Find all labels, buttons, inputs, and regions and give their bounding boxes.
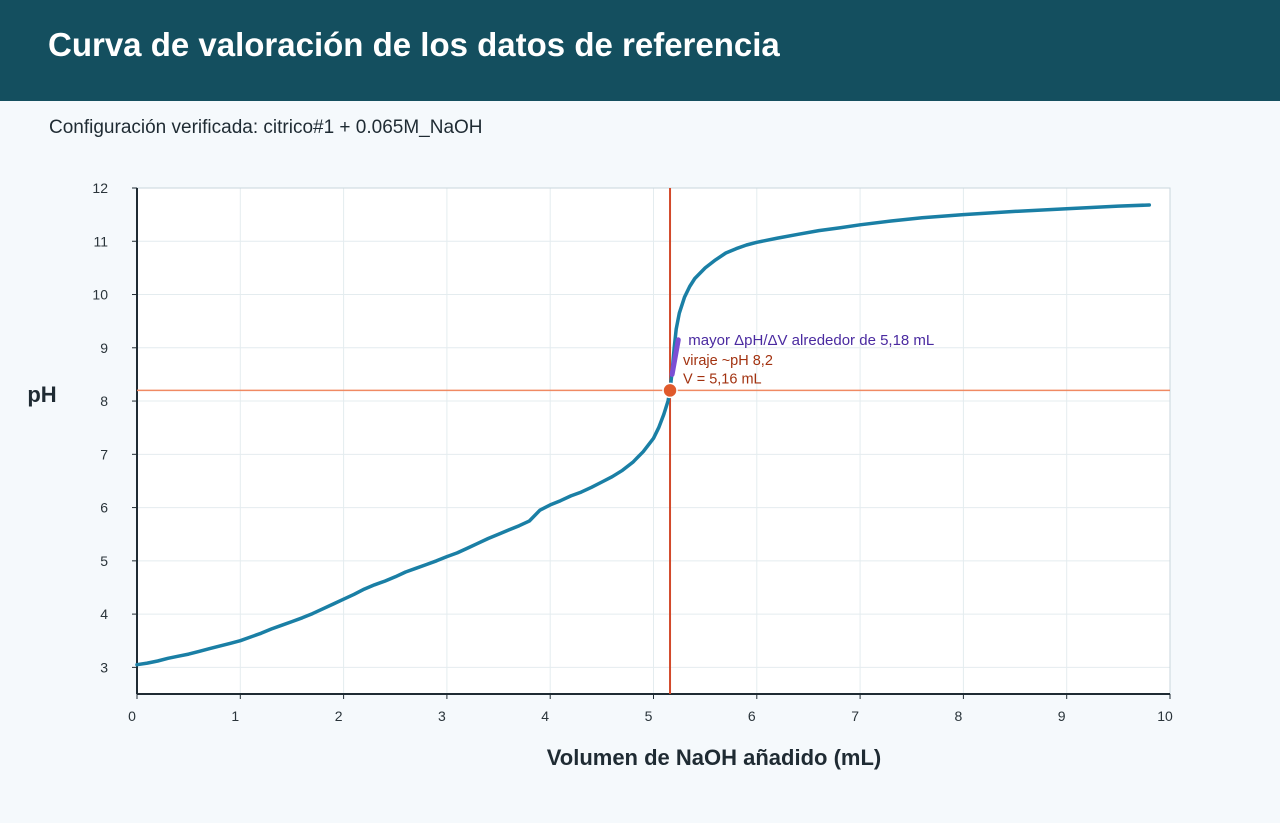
x-tick-label: 10 bbox=[1157, 708, 1173, 724]
y-tick-labels: 3 4 5 6 7 8 9 10 11 12 bbox=[92, 180, 137, 675]
endpoint-label-volume: V = 5,16 mL bbox=[683, 371, 762, 387]
x-tick-label: 7 bbox=[851, 708, 859, 724]
configuration-subtitle: Configuración verificada: citrico#1 + 0.… bbox=[49, 117, 483, 138]
x-tick-label: 8 bbox=[955, 708, 963, 724]
y-tick-label: 12 bbox=[92, 180, 108, 196]
y-tick-label: 7 bbox=[100, 446, 108, 462]
steepest-slope-label: mayor ΔpH/ΔV alrededor de 5,18 mL bbox=[688, 332, 934, 349]
endpoint-marker bbox=[662, 382, 678, 399]
y-tick-label: 9 bbox=[100, 340, 108, 356]
x-tick-label: 0 bbox=[128, 708, 136, 724]
x-tick-label: 5 bbox=[645, 708, 653, 724]
x-tick-label: 4 bbox=[541, 708, 549, 724]
x-tick-label: 1 bbox=[231, 708, 239, 724]
header-bar: Curva de valoración de los datos de refe… bbox=[0, 0, 1280, 101]
y-tick-label: 6 bbox=[100, 500, 108, 516]
x-tick-labels: 0 1 2 3 4 5 6 7 8 9 10 bbox=[128, 694, 1173, 724]
y-tick-label: 11 bbox=[93, 233, 108, 249]
endpoint-label-ph: viraje ~pH 8,2 bbox=[683, 353, 773, 369]
x-axis-label: Volumen de NaOH añadido (mL) bbox=[547, 745, 882, 770]
y-tick-label: 8 bbox=[100, 393, 108, 409]
x-tick-label: 2 bbox=[335, 708, 343, 724]
y-tick-label: 10 bbox=[92, 287, 108, 303]
y-tick-label: 3 bbox=[100, 659, 108, 675]
y-tick-label: 5 bbox=[100, 553, 108, 569]
page-title: Curva de valoración de los datos de refe… bbox=[48, 26, 780, 63]
series-group bbox=[135, 203, 1152, 667]
titration-curve bbox=[135, 203, 1152, 667]
steepest-segment bbox=[669, 337, 681, 377]
y-tick-label: 4 bbox=[100, 606, 108, 622]
x-tick-label: 9 bbox=[1058, 708, 1066, 724]
x-tick-label: 3 bbox=[438, 708, 446, 724]
annotations: mayor ΔpH/ΔV alrededor de 5,18 mL viraje… bbox=[683, 332, 934, 387]
x-tick-label: 6 bbox=[748, 708, 756, 724]
y-axis-label: pH bbox=[27, 382, 56, 407]
reference-lines bbox=[137, 188, 1170, 694]
